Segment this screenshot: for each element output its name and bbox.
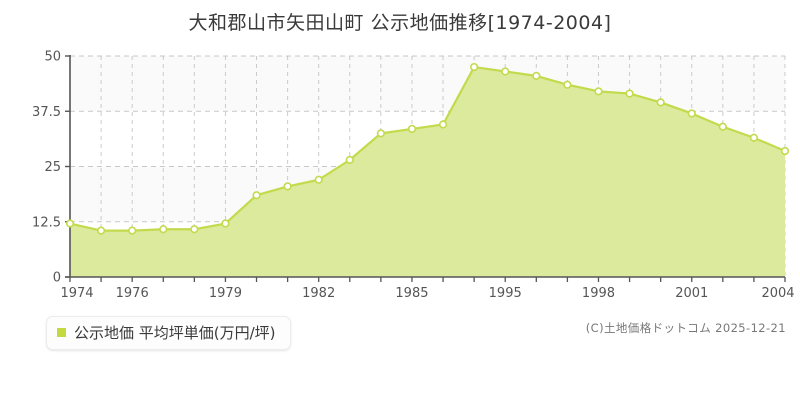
y-axis-tick-label: 37.5 bbox=[32, 105, 61, 120]
data-point-marker[interactable] bbox=[376, 129, 385, 138]
data-point-marker[interactable] bbox=[283, 182, 292, 191]
data-point-marker[interactable] bbox=[501, 67, 510, 76]
x-axis-tick-label: 1982 bbox=[302, 286, 335, 301]
x-axis-tick-label: 2001 bbox=[675, 286, 708, 301]
data-point-marker[interactable] bbox=[190, 225, 199, 234]
data-point-marker[interactable] bbox=[314, 175, 323, 184]
data-point-marker[interactable] bbox=[749, 133, 759, 142]
y-axis-tick-label: 12.5 bbox=[32, 215, 61, 230]
data-point-marker[interactable] bbox=[532, 71, 541, 80]
y-axis-tick-label: 0 bbox=[53, 271, 61, 286]
data-point-marker[interactable] bbox=[438, 120, 448, 129]
series-line bbox=[69, 65, 786, 232]
copyright-credit: (C)土地価格ドットコム 2025-12-21 bbox=[585, 321, 786, 335]
y-axis-tick-label: 25 bbox=[44, 160, 61, 175]
x-axis-tick-label: 1974 bbox=[60, 286, 93, 301]
data-point-marker[interactable] bbox=[128, 226, 137, 235]
data-point-marker[interactable] bbox=[345, 155, 354, 164]
page-title: 大和郡山市矢田山町 公示地価推移[1974-2004] bbox=[0, 8, 800, 35]
legend-swatch-icon bbox=[57, 328, 66, 337]
plot-band bbox=[70, 56, 785, 112]
y-axis-tick-label: 50 bbox=[44, 50, 61, 65]
chart-legend[interactable]: 公示地価 平均坪単価(万円/坪) bbox=[46, 316, 291, 350]
data-point-marker[interactable] bbox=[625, 89, 634, 98]
x-axis-tick-label: 1998 bbox=[582, 286, 615, 301]
x-axis-tick-label: 2004 bbox=[761, 286, 794, 301]
data-point-marker[interactable] bbox=[656, 98, 665, 107]
data-point-marker[interactable] bbox=[65, 219, 75, 228]
x-axis-tick-label: 1985 bbox=[395, 286, 428, 301]
x-axis-tick-label: 1976 bbox=[116, 286, 149, 301]
data-point-marker[interactable] bbox=[718, 122, 727, 131]
legend-label: 公示地価 平均坪単価(万円/坪) bbox=[74, 324, 276, 342]
data-point-marker[interactable] bbox=[470, 62, 479, 72]
title-text: 大和郡山市矢田山町 公示地価推移[1974-2004] bbox=[188, 12, 612, 34]
x-axis-tick-label: 1995 bbox=[489, 286, 522, 301]
series-area-fill bbox=[70, 67, 785, 277]
data-point-marker[interactable] bbox=[96, 226, 106, 235]
x-axis-tick-label: 1979 bbox=[209, 286, 242, 301]
data-point-marker[interactable] bbox=[594, 87, 603, 96]
data-point-marker[interactable] bbox=[780, 146, 790, 156]
data-point-marker[interactable] bbox=[407, 124, 417, 134]
data-point-marker[interactable] bbox=[563, 80, 572, 89]
data-point-marker[interactable] bbox=[687, 109, 696, 118]
data-point-marker[interactable] bbox=[221, 219, 230, 228]
data-point-marker[interactable] bbox=[159, 225, 168, 234]
data-point-marker[interactable] bbox=[252, 191, 261, 200]
